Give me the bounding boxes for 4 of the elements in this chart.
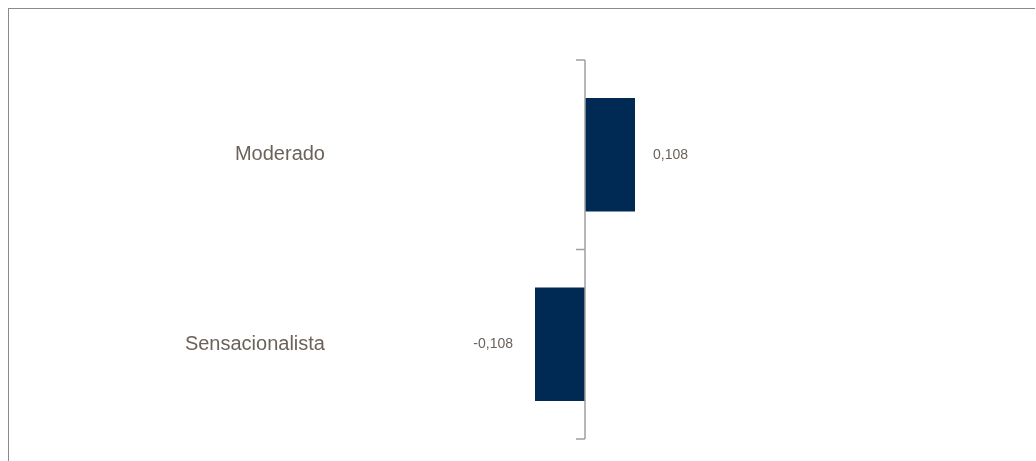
- y-tick-label: Sensacionalista: [184, 331, 326, 354]
- data-label: -0,108: [473, 335, 514, 352]
- y-tick-label: Moderado: [234, 142, 325, 165]
- data-label: 0,108: [653, 145, 689, 162]
